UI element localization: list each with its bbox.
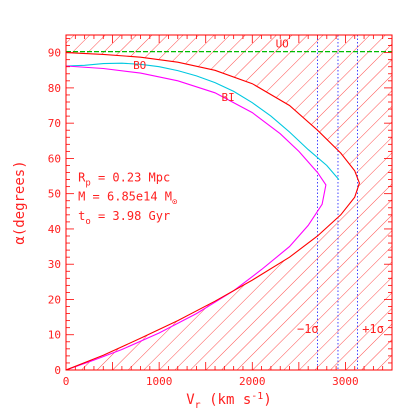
y-tick-label: 90 [48,47,61,60]
y-tick-label: 10 [48,329,61,342]
y-tick-label: 60 [48,152,61,165]
y-tick-label: 70 [48,117,61,130]
y-axis-title: α(degrees) [12,160,28,244]
x-tick-label: 2000 [239,375,266,388]
y-tick-label: 50 [48,188,61,201]
series-bo-curve [66,62,340,180]
plot-frame [65,34,393,371]
series-bi-curve [66,65,327,370]
x-axis-title: Vr (km s-1) [186,391,272,411]
curve-label-bi: BI [222,91,235,104]
annotation-time: to = 3.98 Gyr [78,209,170,227]
y-tick-label: 0 [54,364,61,377]
annotation-mass: M = 6.85e14 M⊙ [78,190,177,208]
annotation-minus-sigma: −1σ [297,322,319,336]
annotation-projected-radius: Rp = 0.23 Mpc [78,170,170,188]
curve-label-bo: BO [133,59,146,72]
x-tick-label: 3000 [332,375,359,388]
x-tick-label: 0 [63,375,70,388]
boundary-curve [66,52,360,370]
y-tick-label: 80 [48,82,61,95]
y-tick-label: 20 [48,293,61,306]
curve-label-uo: UO [276,37,289,50]
y-tick-label: 40 [48,223,61,236]
x-tick-label: 1000 [146,375,173,388]
hatched-region [66,35,392,370]
y-tick-label: 30 [48,258,61,271]
annotation-plus-sigma: +1σ [362,322,384,336]
